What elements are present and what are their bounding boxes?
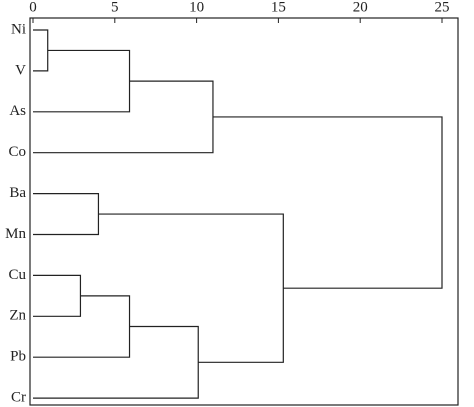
cluster-link [33,295,131,358]
cluster-link [33,193,100,236]
leaf-label: As [9,103,26,119]
x-tick-label: 0 [29,0,37,15]
plot-frame [29,17,459,406]
leaf-label: Cr [11,390,26,406]
x-tick-label: 10 [189,0,204,15]
x-tick-label: 25 [435,0,450,15]
leaf-label: Mn [5,226,26,242]
cluster-link [33,274,82,317]
leaf-label: Zn [9,308,26,324]
x-tick-label: 5 [111,0,119,15]
leaf-label: Cu [8,267,26,283]
cluster-link [212,116,443,289]
cluster-link [33,80,214,154]
leaf-label: Ni [11,21,26,37]
cluster-link [33,29,49,72]
leaf-label: Ba [9,185,26,201]
leaf-label: Co [8,144,26,160]
cluster-link [98,213,284,363]
cluster-link [33,325,199,399]
x-tick-label: 15 [271,0,286,15]
x-tick-label: 20 [353,0,368,15]
leaf-label: V [15,62,26,78]
leaf-label: Pb [10,349,26,365]
